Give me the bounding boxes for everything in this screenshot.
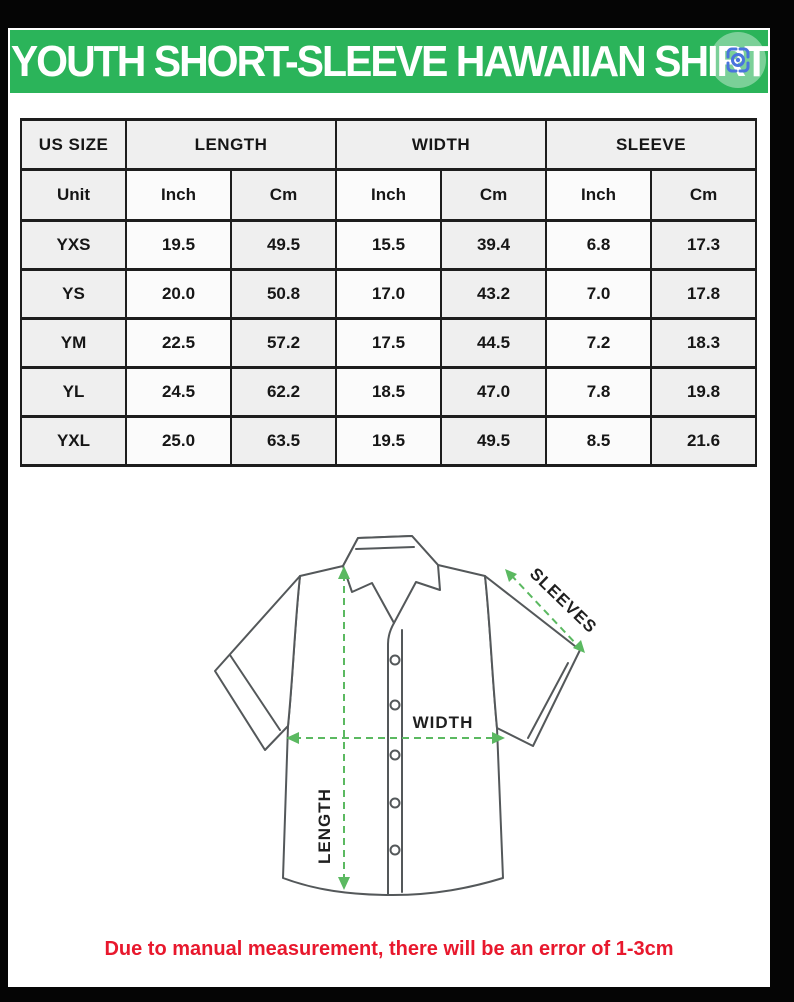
measure-cell: 6.8 (545, 219, 653, 271)
measure-cell: 15.5 (335, 219, 443, 271)
col-header-us-size: US SIZE (20, 118, 127, 171)
measure-cell: 7.8 (545, 366, 653, 418)
sleeves-arrow (505, 569, 585, 653)
measure-cell: 63.5 (229, 415, 338, 467)
size-chart-table: US SIZE LENGTH WIDTH SLEEVE Unit Inch Cm… (20, 118, 758, 467)
length-arrow (338, 566, 350, 890)
size-label: YM (20, 317, 127, 369)
measure-cell: 21.6 (650, 415, 758, 467)
measure-cell: 17.5 (335, 317, 443, 369)
unit-cell: Inch (335, 168, 443, 222)
measure-cell: 24.5 (125, 366, 232, 418)
measure-cell: 62.2 (229, 366, 338, 418)
measure-cell: 25.0 (125, 415, 232, 467)
measure-cell: 7.2 (545, 317, 653, 369)
measure-cell: 20.0 (125, 268, 232, 320)
table-row: YXL 25.0 63.5 19.5 49.5 8.5 21.6 (20, 415, 758, 467)
title-banner: YOUTH SHORT-SLEEVE HAWAIIAN SHIRT (10, 30, 769, 93)
measure-cell: 44.5 (440, 317, 548, 369)
size-label: YL (20, 366, 127, 418)
measure-cell: 17.8 (650, 268, 758, 320)
page-title: YOUTH SHORT-SLEEVE HAWAIIAN SHIRT (10, 36, 769, 86)
size-label: YXL (20, 415, 127, 467)
shirt-outline (214, 535, 581, 896)
scan-viewfinder-icon (726, 47, 750, 73)
unit-row: Unit Inch Cm Inch Cm Inch Cm (20, 168, 758, 222)
measurement-disclaimer: Due to manual measurement, there will be… (104, 938, 674, 960)
width-label: WIDTH (413, 713, 474, 732)
measure-cell: 50.8 (229, 268, 338, 320)
table-row: YS 20.0 50.8 17.0 43.2 7.0 17.8 (20, 268, 758, 320)
measure-cell: 18.3 (650, 317, 758, 369)
unit-cell: Cm (229, 168, 338, 222)
measure-cell: 7.0 (545, 268, 653, 320)
measure-cell: 43.2 (440, 268, 548, 320)
unit-cell: Inch (545, 168, 653, 222)
measure-cell: 49.5 (440, 415, 548, 467)
unit-cell: Cm (650, 168, 758, 222)
measure-cell: 19.8 (650, 366, 758, 418)
measure-cell: 8.5 (545, 415, 653, 467)
col-header-length: LENGTH (124, 118, 338, 171)
table-row: YM 22.5 57.2 17.5 44.5 7.2 18.3 (20, 317, 758, 369)
measure-cell: 17.3 (650, 219, 758, 271)
measure-cell: 49.5 (229, 219, 338, 271)
col-header-sleeve: SLEEVE (545, 118, 758, 171)
content-panel: YOUTH SHORT-SLEEVE HAWAIIAN SHIRT (8, 28, 770, 987)
measure-cell: 47.0 (440, 366, 548, 418)
image-search-lens-button[interactable] (710, 32, 766, 88)
width-arrow (286, 732, 505, 744)
measure-cell: 18.5 (335, 366, 443, 418)
measure-cell: 17.0 (335, 268, 443, 320)
measure-cell: 22.5 (125, 317, 232, 369)
measure-cell: 57.2 (229, 317, 338, 369)
measure-cell: 39.4 (440, 219, 548, 271)
column-group-row: US SIZE LENGTH WIDTH SLEEVE (20, 118, 758, 171)
size-label: YS (20, 268, 127, 320)
table-row: YL 24.5 62.2 18.5 47.0 7.8 19.8 (20, 366, 758, 418)
unit-cell: Cm (440, 168, 548, 222)
unit-cell: Inch (125, 168, 232, 222)
unit-cell: Unit (20, 168, 127, 222)
measure-cell: 19.5 (335, 415, 443, 467)
measure-cell: 19.5 (125, 219, 232, 271)
length-label: LENGTH (315, 788, 334, 864)
size-label: YXS (20, 219, 127, 271)
col-header-width: WIDTH (335, 118, 548, 171)
shirt-measurement-diagram: WIDTH LENGTH SLEEVES (185, 526, 645, 926)
table-row: YXS 19.5 49.5 15.5 39.4 6.8 17.3 (20, 219, 758, 271)
